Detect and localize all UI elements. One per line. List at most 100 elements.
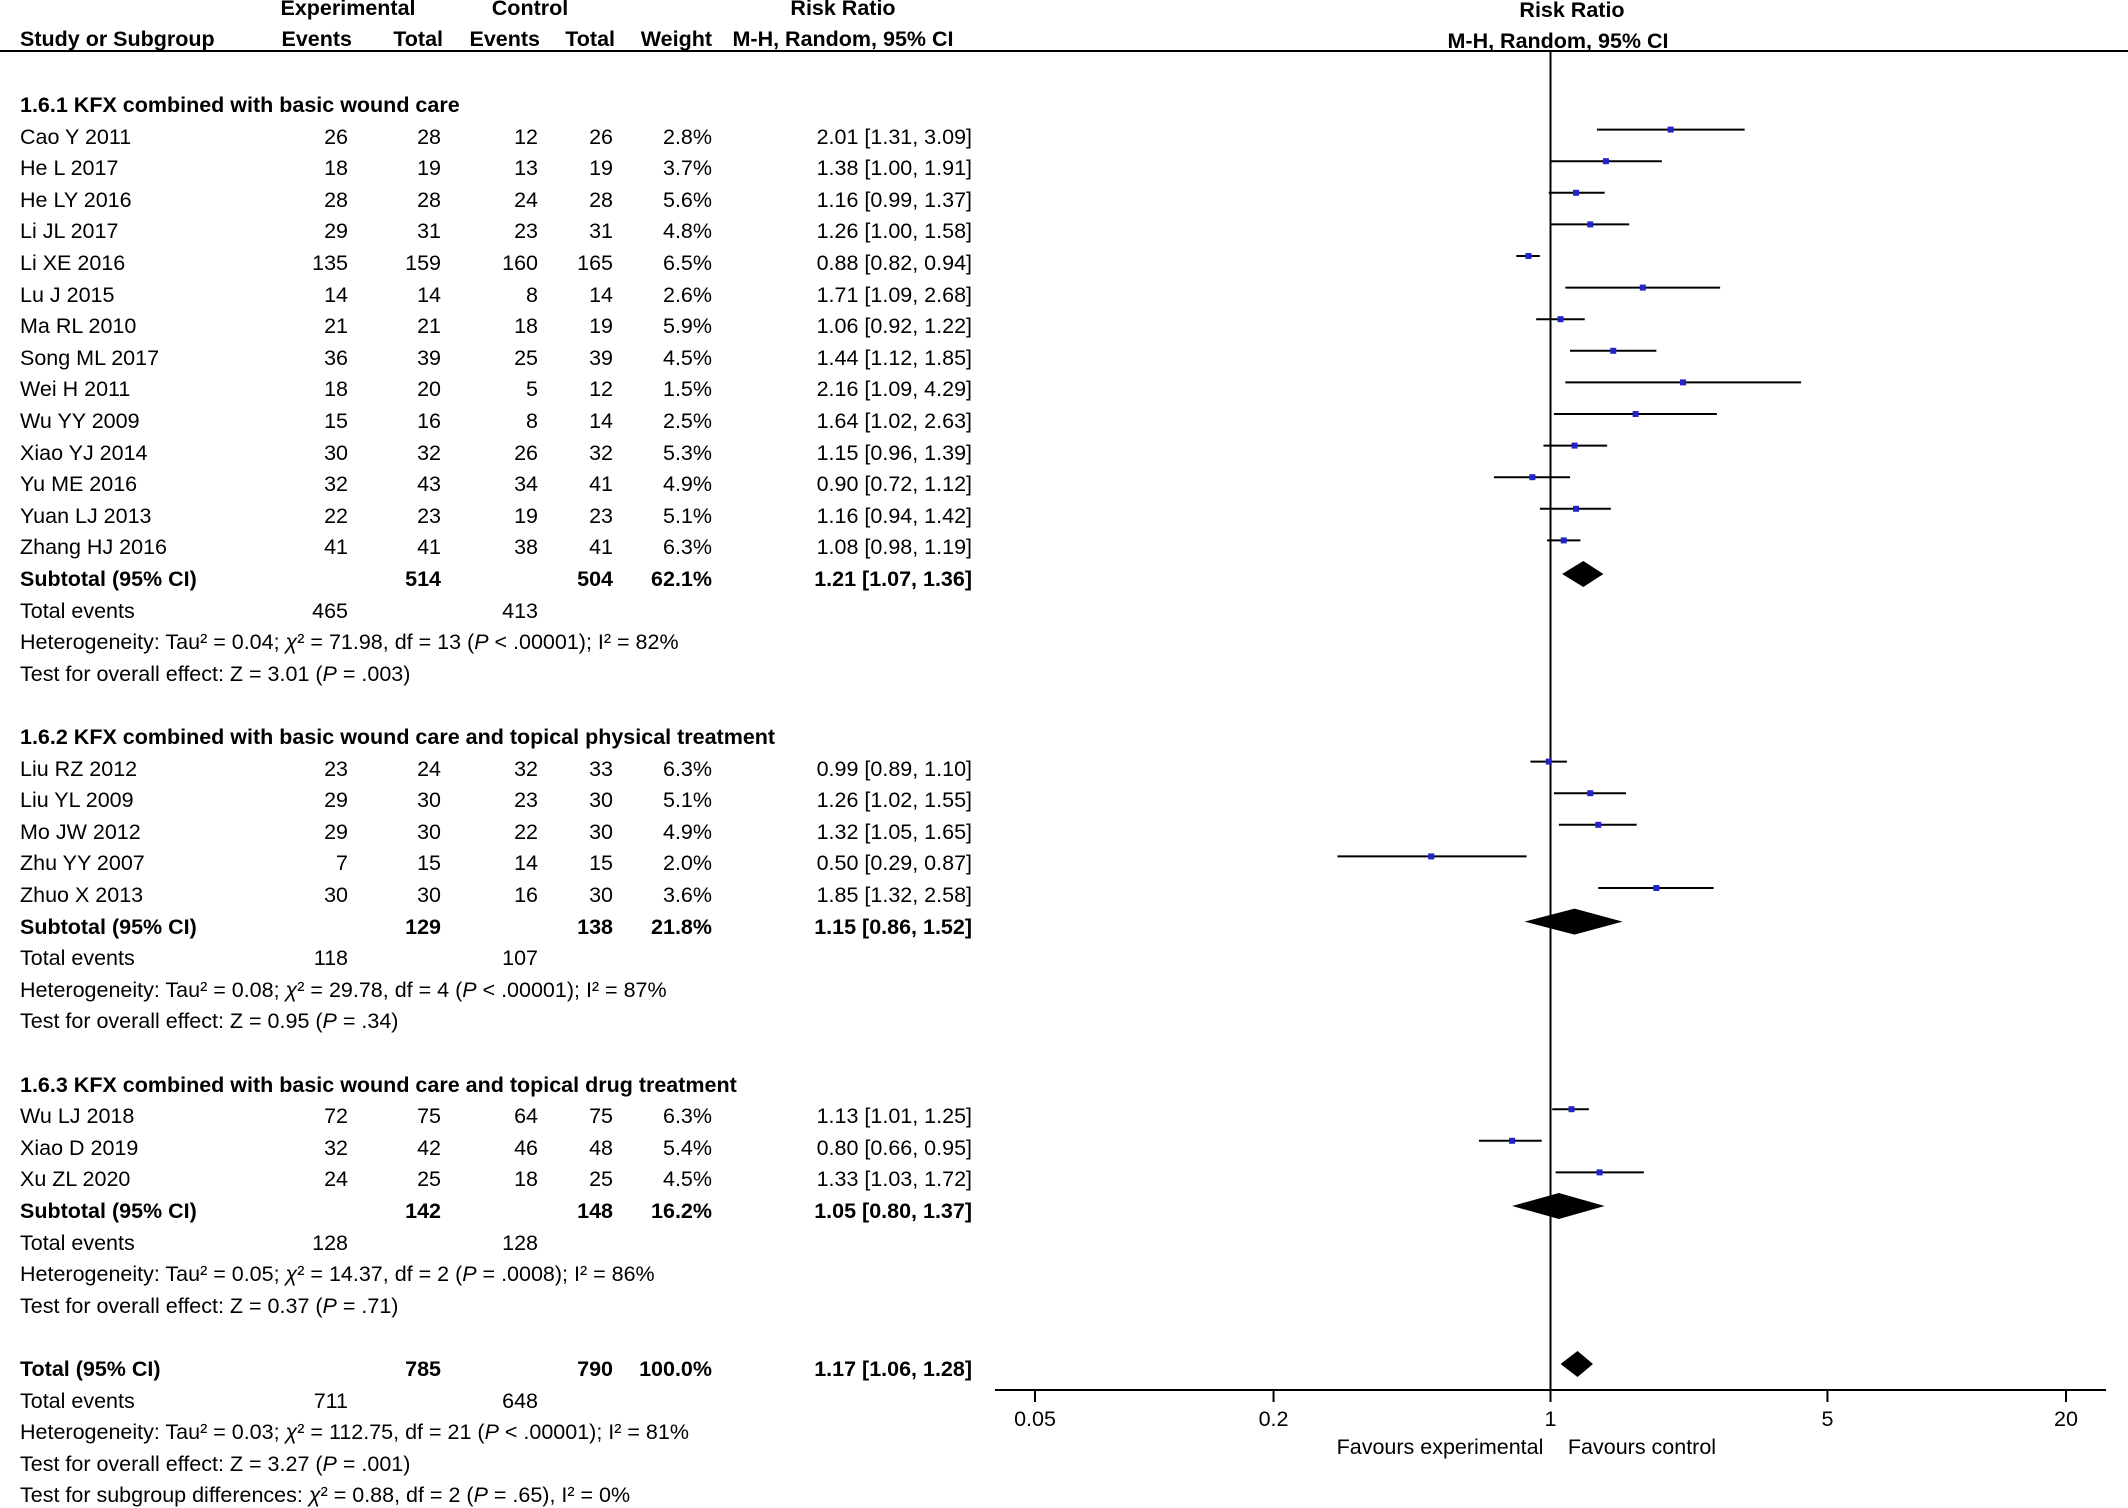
- exp-total-cell: 142: [405, 1199, 441, 1223]
- risk-ratio-ci-cell: 1.06 [0.92, 1.22]: [816, 314, 972, 339]
- statistics-note: Test for overall effect: Z = 0.95 (P = .…: [20, 1008, 398, 1034]
- header-rr-sub: M-H, Random, 95% CI: [732, 27, 954, 51]
- exp-events-cell: 22: [324, 503, 348, 528]
- subtotal-diamond: [1524, 908, 1623, 935]
- x-axis-tick-label: 1: [1545, 1407, 1557, 1431]
- exp-events-cell: 24: [324, 1167, 348, 1192]
- ctl-events-cell: 160: [502, 251, 538, 275]
- note-post2: = .71): [336, 1293, 399, 1318]
- note-p: P: [322, 661, 337, 686]
- ctl-events-cell: 19: [514, 503, 538, 528]
- risk-ratio-ci-cell: 0.80 [0.66, 0.95]: [816, 1135, 972, 1160]
- note-post2: < .00001); I² = 87%: [476, 977, 667, 1002]
- study-row-label: Li XE 2016: [20, 251, 126, 275]
- header-rr-title: Risk Ratio: [790, 0, 896, 20]
- header-experimental: Experimental: [280, 0, 416, 20]
- subtotal-diamond: [1562, 561, 1604, 587]
- point-estimate-square: [1587, 221, 1594, 228]
- ctl-events-cell: 8: [526, 409, 538, 433]
- weight-cell: 4.9%: [662, 819, 712, 844]
- note-p: P: [473, 1483, 488, 1508]
- statistics-note: Test for overall effect: Z = 3.01 (P = .…: [20, 661, 410, 687]
- study-row-label: Yu ME 2016: [20, 472, 138, 497]
- risk-ratio-ci-cell: 1.08 [0.98, 1.19]: [816, 535, 972, 560]
- exp-total-cell: 30: [417, 883, 441, 907]
- risk-ratio-ci-cell: 1.26 [1.00, 1.58]: [816, 219, 972, 244]
- note-post2: < .00001); I² = 81%: [498, 1420, 689, 1445]
- note-p: P: [474, 630, 489, 655]
- note-post2: = .003): [336, 661, 411, 686]
- note-pre: Heterogeneity: Tau² = 0.03;: [20, 1420, 286, 1445]
- risk-ratio-ci-cell: 1.32 [1.05, 1.65]: [816, 819, 972, 844]
- ctl-total-cell: 15: [589, 851, 613, 876]
- note-post: ² = 71.98, df = 13 (: [297, 630, 475, 655]
- risk-ratio-ci-cell: 0.90 [0.72, 1.12]: [816, 472, 972, 497]
- study-row-label: Liu YL 2009: [20, 788, 134, 813]
- risk-ratio-ci-cell: 1.15 [0.86, 1.52]: [814, 914, 972, 939]
- note-chi: χ: [285, 630, 298, 655]
- study-row-label: Zhu YY 2007: [20, 851, 145, 876]
- risk-ratio-ci-cell: 1.85 [1.32, 2.58]: [816, 883, 972, 907]
- point-estimate-square: [1529, 474, 1536, 481]
- note-p: P: [322, 1009, 337, 1034]
- point-estimate-square: [1596, 1169, 1603, 1176]
- ctl-events-cell: 64: [514, 1104, 538, 1129]
- exp-total-cell: 30: [417, 819, 441, 844]
- exp-events-cell: 128: [312, 1230, 348, 1255]
- ctl-total-cell: 30: [589, 788, 613, 813]
- study-row-label: Zhuo X 2013: [20, 883, 144, 907]
- risk-ratio-ci-cell: 1.33 [1.03, 1.72]: [816, 1167, 972, 1192]
- weight-cell: 16.2%: [651, 1199, 712, 1223]
- study-row-label: Xu ZL 2020: [20, 1167, 131, 1192]
- note-post2: = .65), I² = 0%: [487, 1483, 631, 1508]
- exp-events-cell: 41: [324, 535, 348, 560]
- statistics-note: Heterogeneity: Tau² = 0.04; χ² = 71.98, …: [20, 629, 679, 655]
- ctl-events-cell: 32: [514, 756, 538, 781]
- weight-cell: 5.1%: [662, 503, 712, 528]
- header-rule: [0, 50, 2128, 52]
- ctl-total-cell: 138: [577, 914, 613, 939]
- statistics-note: Heterogeneity: Tau² = 0.05; χ² = 14.37, …: [20, 1261, 655, 1287]
- ctl-events-cell: 648: [502, 1388, 538, 1413]
- ctl-total-cell: 504: [577, 567, 613, 591]
- ctl-total-cell: 14: [589, 282, 613, 307]
- risk-ratio-ci-cell: 1.15 [0.96, 1.39]: [816, 440, 972, 465]
- header-ctl-events: Events: [469, 27, 540, 51]
- note-pre: Heterogeneity: Tau² = 0.05;: [20, 1262, 286, 1287]
- weight-cell: 6.3%: [662, 535, 712, 560]
- exp-events-cell: 711: [313, 1388, 348, 1413]
- exp-events-cell: 14: [324, 282, 348, 307]
- exp-events-cell: 7: [336, 851, 348, 876]
- exp-total-cell: 14: [417, 282, 441, 307]
- note-post: ² = 29.78, df = 4 (: [297, 977, 463, 1002]
- ctl-total-cell: 41: [589, 535, 613, 560]
- weight-cell: 21.8%: [651, 914, 712, 939]
- note-pre: Heterogeneity: Tau² = 0.08;: [20, 977, 286, 1002]
- point-estimate-square: [1560, 537, 1567, 544]
- risk-ratio-ci-cell: 0.50 [0.29, 0.87]: [816, 851, 972, 876]
- ctl-total-cell: 19: [589, 156, 613, 181]
- subgroup-title: 1.6.1 KFX combined with basic wound care: [20, 93, 460, 117]
- exp-total-cell: 43: [417, 472, 441, 497]
- risk-ratio-ci-cell: 1.05 [0.80, 1.37]: [814, 1199, 972, 1223]
- study-row-label: Wu YY 2009: [20, 409, 140, 433]
- statistics-note: Test for subgroup differences: χ² = 0.88…: [20, 1482, 630, 1508]
- weight-cell: 4.5%: [662, 345, 712, 370]
- exp-events-cell: 18: [324, 156, 348, 181]
- point-estimate-square: [1571, 442, 1578, 449]
- exp-events-cell: 32: [324, 1135, 348, 1160]
- weight-cell: 62.1%: [651, 567, 712, 591]
- total-events-row-label: Total events: [20, 1230, 135, 1255]
- ctl-events-cell: 23: [514, 219, 538, 244]
- ctl-total-cell: 165: [577, 251, 613, 275]
- ctl-events-cell: 25: [514, 345, 538, 370]
- exp-events-cell: 21: [324, 314, 348, 339]
- study-row-label: Song ML 2017: [20, 345, 160, 370]
- ctl-total-cell: 31: [589, 219, 613, 244]
- ctl-events-cell: 46: [514, 1135, 538, 1160]
- favours-experimental-label: Favours experimental: [1337, 1435, 1544, 1459]
- note-p: P: [462, 1262, 477, 1287]
- total-events-row-label: Total events: [20, 1388, 135, 1413]
- point-estimate-square: [1639, 284, 1646, 291]
